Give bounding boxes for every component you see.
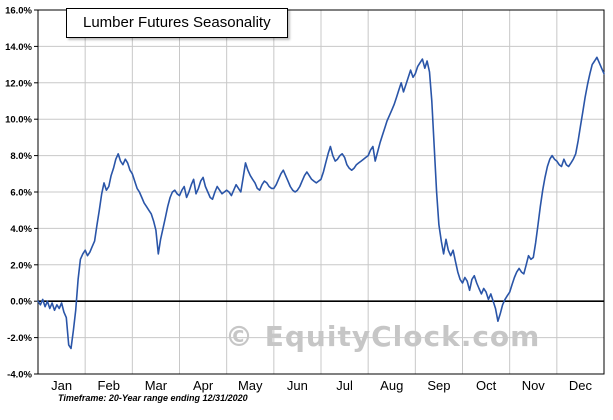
x-month-label: Apr: [193, 378, 214, 393]
x-month-label: Sep: [427, 378, 450, 393]
y-tick-label: 2.0%: [10, 260, 32, 271]
x-month-label: Oct: [476, 378, 497, 393]
y-tick-label: 8.0%: [10, 151, 32, 162]
timeframe-note: Timeframe: 20-Year range ending 12/31/20…: [58, 393, 248, 403]
x-month-label: Jan: [51, 378, 72, 393]
x-month-label: Mar: [145, 378, 168, 393]
x-month-label: Dec: [569, 378, 593, 393]
chart-title: Lumber Futures Seasonality: [66, 8, 288, 38]
y-tick-label: -2.0%: [7, 333, 32, 344]
y-tick-label: 10.0%: [5, 115, 32, 126]
y-tick-label: 16.0%: [5, 6, 32, 17]
x-month-label: Jun: [287, 378, 308, 393]
y-tick-label: 14.0%: [5, 42, 32, 53]
x-month-label: Feb: [98, 378, 120, 393]
x-month-label: Nov: [522, 378, 546, 393]
seasonality-line: [37, 56, 605, 350]
x-month-label: Jul: [336, 378, 353, 393]
x-month-label: May: [238, 378, 263, 393]
y-tick-label: 6.0%: [10, 188, 32, 199]
y-tick-label: 12.0%: [5, 78, 32, 89]
equityclock-watermark: © EquityClock.com: [225, 320, 541, 353]
x-month-label: Aug: [380, 378, 403, 393]
y-tick-label: -4.0%: [7, 370, 32, 381]
y-tick-label: 0.0%: [10, 297, 32, 308]
y-tick-label: 4.0%: [10, 224, 32, 235]
